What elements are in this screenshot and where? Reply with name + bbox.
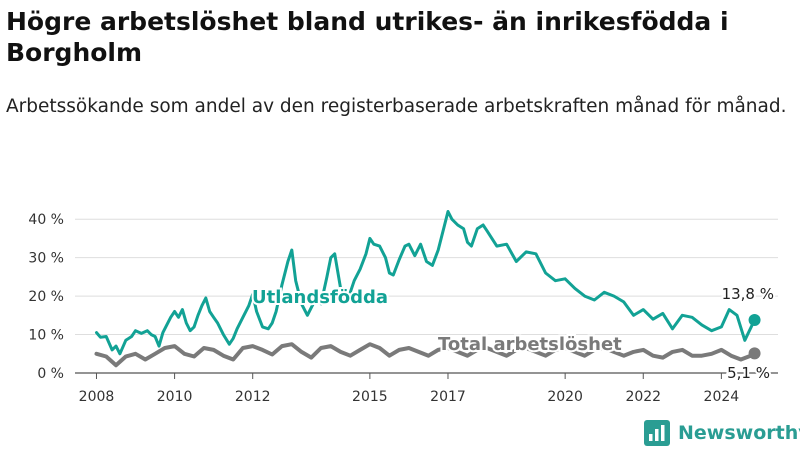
series-label-total: Total arbetslöshet bbox=[438, 334, 622, 355]
brand-name: Newsworthy bbox=[678, 422, 800, 444]
x-tick-label: 2010 bbox=[157, 389, 193, 405]
x-tick-label: 2024 bbox=[704, 389, 740, 405]
x-tick-label: 2012 bbox=[235, 389, 271, 405]
chart-subtitle: Arbetssökande som andel av den registerb… bbox=[6, 96, 787, 117]
x-tick-label: 2022 bbox=[625, 389, 661, 405]
series-label-utlandsfodda: Utlandsfödda bbox=[252, 287, 388, 308]
y-tick-label: 20 % bbox=[28, 289, 64, 305]
x-tick-label: 2008 bbox=[79, 389, 115, 405]
end-label-utlandsfodda: 13,8 % bbox=[722, 285, 774, 303]
y-tick-label: 10 % bbox=[28, 328, 64, 344]
end-point-total bbox=[748, 347, 761, 360]
x-tick-label: 2017 bbox=[430, 389, 466, 405]
y-tick-label: 40 % bbox=[28, 212, 64, 228]
end-point-utlandsfodda bbox=[748, 313, 761, 326]
chart-title: Högre arbetslöshet bland utrikes- än inr… bbox=[6, 7, 729, 67]
bar-chart-icon bbox=[644, 420, 670, 446]
x-tick-label: 2015 bbox=[352, 389, 388, 405]
end-label-total: 5,1 % bbox=[727, 364, 770, 382]
series-line-utlandsfodda bbox=[95, 210, 757, 356]
y-tick-label: 0 % bbox=[37, 366, 64, 382]
y-tick-label: 30 % bbox=[28, 251, 64, 267]
brand-logo: Newsworthy bbox=[644, 418, 800, 448]
x-tick-label: 2020 bbox=[547, 389, 583, 405]
series-line-total bbox=[94, 342, 757, 368]
